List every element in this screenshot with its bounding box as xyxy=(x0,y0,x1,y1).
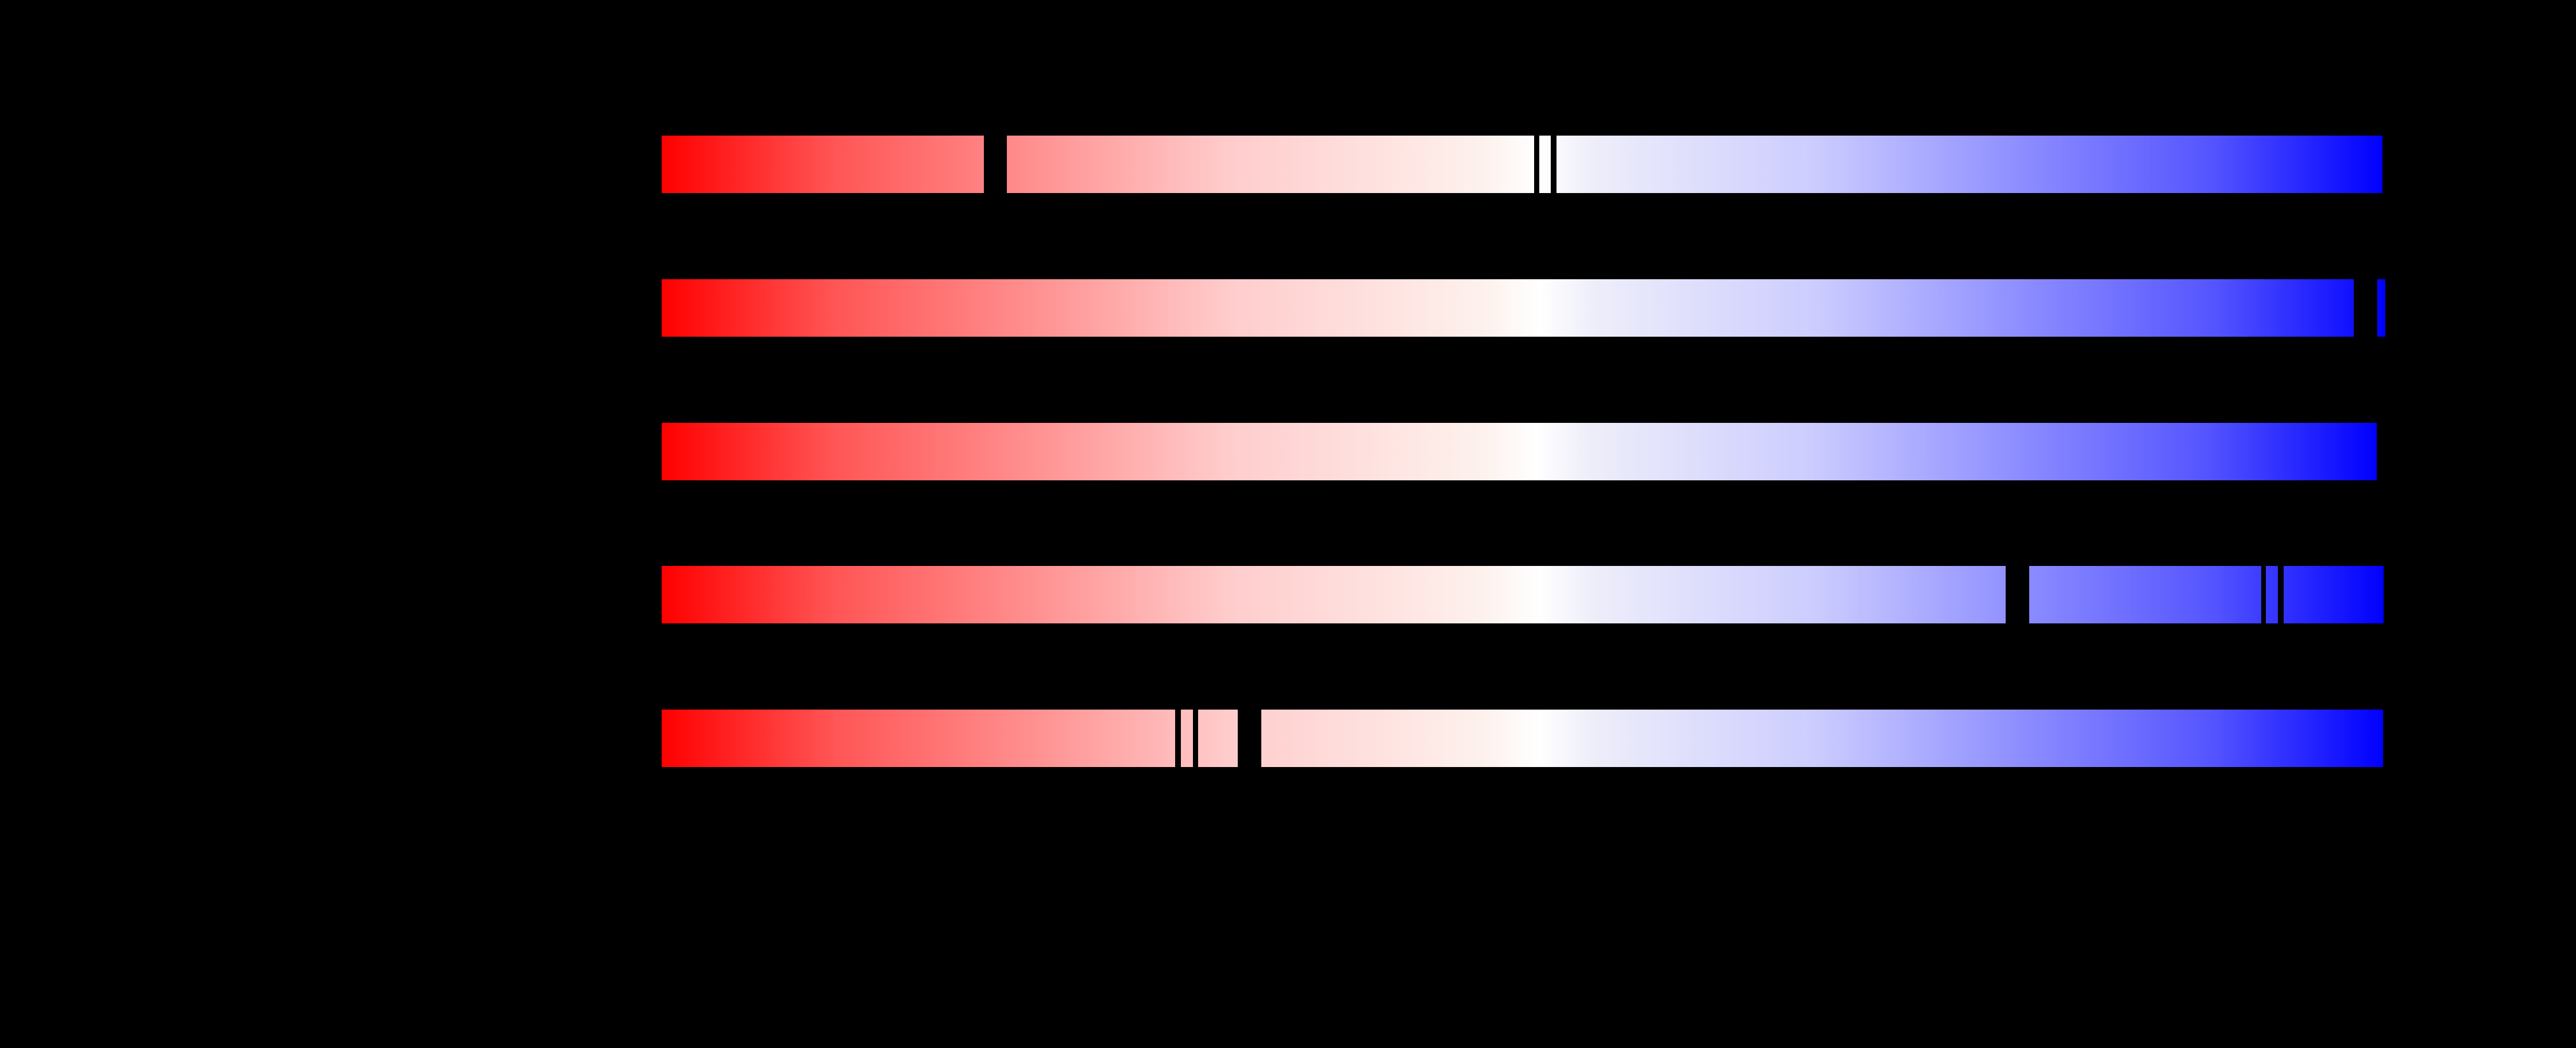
gradient-bar-2 xyxy=(662,279,2385,337)
bar-4-tick-gap-marker xyxy=(2261,566,2266,623)
bar-5-tick-gap-marker xyxy=(1193,710,1198,767)
bar-5-tick-gap-marker xyxy=(1175,710,1181,767)
gradient-bar-1 xyxy=(662,136,2382,193)
bar-2-tick-gap-marker xyxy=(2354,279,2377,337)
bar-4-tick-gap-marker xyxy=(2006,566,2029,623)
gradient-bar-4 xyxy=(662,566,2384,623)
bar-5-tick-gap-marker xyxy=(1238,710,1261,767)
bar-1-tick-gap-marker xyxy=(1534,136,1539,193)
bar-1-tick-gap-marker xyxy=(1551,136,1557,193)
bar-4-tick-gap-marker xyxy=(2278,566,2284,623)
gradient-bar-3 xyxy=(662,423,2377,480)
bar-1-tick-gap-marker xyxy=(984,136,1007,193)
gradient-bar-5 xyxy=(662,710,2383,767)
